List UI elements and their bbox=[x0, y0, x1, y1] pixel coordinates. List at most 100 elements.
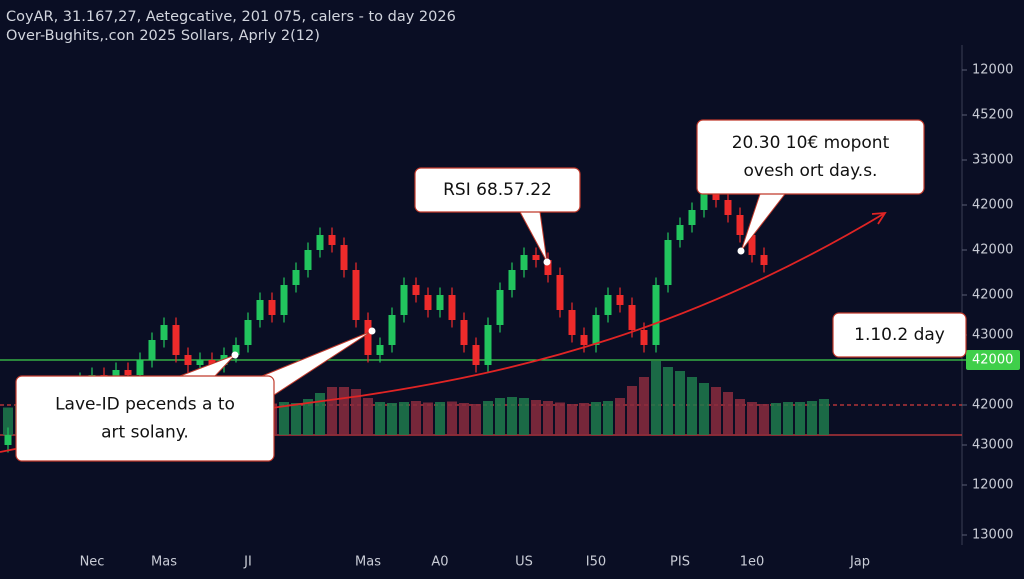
candle-body bbox=[364, 320, 372, 355]
volume-bar bbox=[771, 403, 781, 435]
candle-body bbox=[244, 320, 252, 345]
candle-body bbox=[304, 250, 312, 270]
axes: 12000 45200 33000 42000 42000 42000 43000 42000… bbox=[80, 63, 1020, 570]
candle-body bbox=[556, 275, 564, 310]
candle-body bbox=[640, 330, 648, 345]
candle-body bbox=[700, 190, 708, 210]
volume-bar bbox=[303, 399, 313, 435]
x-tick-label: PIS bbox=[670, 555, 690, 570]
volume-bar bbox=[747, 402, 757, 435]
y-tick-label: 42000 bbox=[972, 398, 1013, 413]
callout-text: art solany. bbox=[101, 423, 189, 443]
volume-bar bbox=[483, 401, 493, 435]
candle-body bbox=[448, 295, 456, 320]
candle-body bbox=[340, 245, 348, 270]
candle-body bbox=[676, 225, 684, 240]
y-tick-label: 42000 bbox=[972, 288, 1013, 303]
callout-dot bbox=[543, 258, 551, 266]
trend-arrow bbox=[871, 211, 887, 225]
candle-body bbox=[664, 240, 672, 285]
candle-body bbox=[484, 325, 492, 365]
volume-bar bbox=[399, 402, 409, 435]
x-tick-label: US bbox=[515, 555, 533, 570]
candle-body bbox=[184, 355, 192, 365]
volume-bar bbox=[687, 377, 697, 435]
volume-bar bbox=[339, 387, 349, 435]
volume-bar bbox=[435, 402, 445, 435]
candle-body bbox=[124, 370, 132, 375]
volume-bar bbox=[735, 399, 745, 435]
x-tick-label: Jap bbox=[849, 555, 870, 570]
volume-bar bbox=[375, 402, 385, 435]
candle-body bbox=[400, 285, 408, 315]
chart-subtitle: Over-Bughits,.con 2025 Sollars, Aprly 2(… bbox=[6, 28, 320, 44]
candle-body bbox=[460, 320, 468, 345]
volume-bar bbox=[639, 377, 649, 435]
y-tick-label: 13000 bbox=[972, 528, 1013, 543]
x-tick-label: Mas bbox=[355, 555, 381, 570]
callout-dot bbox=[368, 327, 376, 335]
volume-bar bbox=[291, 403, 301, 435]
volume-bar bbox=[651, 361, 661, 435]
volume-bar bbox=[663, 367, 673, 435]
candle-body bbox=[412, 285, 420, 295]
candle-body bbox=[316, 235, 324, 250]
x-tick-label: I50 bbox=[586, 555, 606, 570]
x-tick-label: JI bbox=[243, 555, 252, 570]
volume-bar bbox=[411, 401, 421, 435]
x-tick-label: 1e0 bbox=[740, 555, 765, 570]
candle-body bbox=[532, 255, 540, 260]
volume-bar bbox=[351, 389, 361, 435]
candle-body bbox=[148, 340, 156, 360]
callout-box bbox=[832, 312, 967, 358]
y-tick-label: 42000 bbox=[972, 198, 1013, 213]
volume-bar bbox=[579, 403, 589, 435]
volume-bar bbox=[591, 402, 601, 435]
y-tick-label: 45200 bbox=[972, 108, 1013, 123]
candle-body bbox=[592, 315, 600, 345]
candle-body bbox=[256, 300, 264, 320]
volume-bar bbox=[543, 401, 553, 435]
candle-body bbox=[376, 345, 384, 355]
volume-bar bbox=[447, 401, 457, 435]
candle-body bbox=[748, 235, 756, 255]
candle-body bbox=[688, 210, 696, 225]
candle-body bbox=[172, 325, 180, 355]
candle-body bbox=[112, 370, 120, 380]
callout-text: Lave-ID pecends a to bbox=[55, 395, 235, 415]
candle-body bbox=[508, 270, 516, 290]
candle-body bbox=[292, 270, 300, 285]
callout-box bbox=[696, 119, 925, 195]
callout-dot bbox=[737, 247, 745, 255]
volume-bar bbox=[507, 397, 517, 435]
candle-body bbox=[604, 295, 612, 315]
volume-bar bbox=[603, 401, 613, 435]
candle-body bbox=[520, 255, 528, 270]
x-tick-label: Mas bbox=[151, 555, 177, 570]
volume-bar bbox=[675, 371, 685, 435]
candle-body bbox=[712, 190, 720, 200]
y-tick-label: 42000 bbox=[972, 243, 1013, 258]
volume-bar bbox=[615, 398, 625, 435]
volume-bar bbox=[711, 387, 721, 435]
y-tick-label: 33000 bbox=[972, 153, 1013, 168]
candle-body bbox=[628, 305, 636, 330]
volume-bar bbox=[783, 402, 793, 435]
volume-bar bbox=[279, 402, 289, 435]
volume-bar bbox=[495, 398, 505, 435]
candle-body bbox=[280, 285, 288, 315]
callout-text: ovesh ort day.s. bbox=[744, 161, 878, 181]
candle-body bbox=[160, 325, 168, 340]
candle-body bbox=[136, 360, 144, 375]
candle-body bbox=[196, 360, 204, 365]
annotations: RSI 68.57.22 20.30 10€ mopont ovesh ort da… bbox=[15, 119, 967, 462]
volume-bar bbox=[327, 387, 337, 435]
y-tick-label: 43000 bbox=[972, 328, 1013, 343]
callout-text: 1.10.2 day bbox=[854, 325, 945, 345]
volume-bar bbox=[759, 404, 769, 435]
volume-bar bbox=[471, 404, 481, 435]
volume-bar bbox=[363, 398, 373, 435]
volume-bar bbox=[423, 402, 433, 435]
callout-text: RSI 68.57.22 bbox=[443, 180, 552, 200]
